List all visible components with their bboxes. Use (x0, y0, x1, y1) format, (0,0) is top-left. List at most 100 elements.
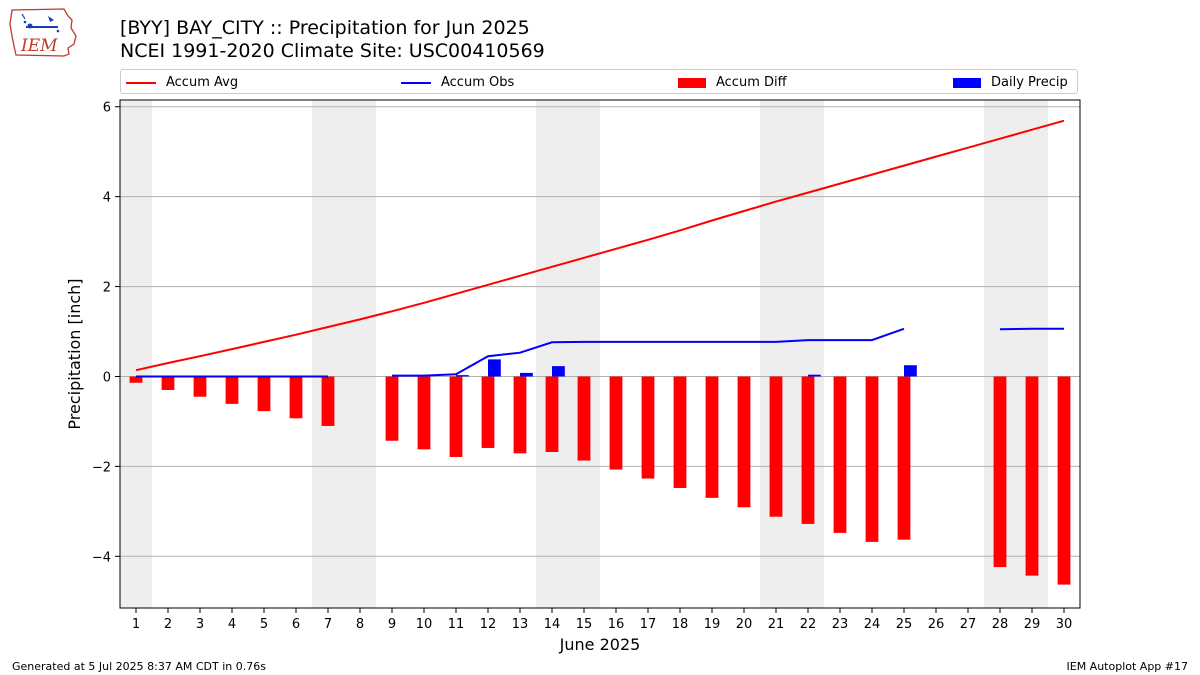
legend-label-daily-precip: Daily Precip (991, 75, 1068, 90)
accum-diff-bar-day-23 (833, 376, 847, 533)
iem-logo: IEM (9, 8, 77, 57)
y-tick-label--2: −2 (92, 460, 111, 475)
x-axis-ticks: 1 2 3 4 5 6 7 8 9 10 11 12 13 14 15 16 17 18 19 20 21 22 23 24 2… (132, 608, 1072, 632)
legend-item-accum-diff: Accum Diff (678, 70, 787, 95)
accum-diff-bar-day-15 (577, 376, 591, 461)
legend-box-daily-icon (953, 77, 981, 88)
accum-diff-bar-day-28 (993, 376, 1007, 568)
weekend-band-day-14 (536, 100, 568, 608)
accum-diff-bar-day-17 (641, 376, 655, 479)
x-tick-label-27: 27 (960, 617, 977, 632)
chart-title: [BYY] BAY_CITY :: Precipitation for Jun … (120, 17, 530, 39)
x-tick-label-2: 2 (164, 617, 172, 632)
x-tick-label-14: 14 (544, 617, 561, 632)
accum-diff-bar-day-25 (897, 376, 911, 540)
x-tick-label-12: 12 (480, 617, 497, 632)
accum-diff-bar-day-12 (481, 376, 495, 448)
accum-diff-bar-day-11 (449, 376, 463, 457)
legend-label-accum-avg: Accum Avg (166, 75, 239, 90)
accum-diff-bar-day-16 (609, 376, 623, 470)
x-tick-label-29: 29 (1024, 617, 1041, 632)
accum-obs-line-segment-3 (999, 327, 1064, 331)
legend-line-avg-icon (126, 81, 156, 84)
legend-item-daily-precip: Daily Precip (953, 70, 1068, 95)
x-tick-label-6: 6 (292, 617, 300, 632)
accum-diff-bar-day-9 (385, 376, 399, 441)
accum-obs-line-segment-2 (392, 327, 905, 377)
weekend-band-day-29 (1016, 100, 1048, 608)
accum-diff-bar-day-20 (737, 376, 751, 508)
y-tick-label-0: 0 (103, 370, 111, 385)
x-tick-label-4: 4 (228, 617, 236, 632)
y-axis-ticks: −4 −2 0 2 4 6 (92, 101, 120, 565)
accum-diff-bar-day-1 (129, 376, 143, 383)
accum-diff-bar-day-29 (1025, 376, 1039, 576)
legend-label-accum-diff: Accum Diff (716, 75, 787, 90)
daily-precip-bar-day-25 (904, 365, 917, 377)
y-tick-label-2: 2 (103, 281, 111, 296)
accum-diff-bar-day-18 (673, 376, 687, 488)
accum-diff-bar-day-2 (161, 376, 175, 390)
weekend-band-day-7 (312, 100, 344, 608)
accum-diff-bar-day-14 (545, 376, 559, 453)
accum-diff-bar-day-6 (289, 376, 303, 419)
y-tick-label-4: 4 (103, 191, 111, 206)
y-axis-label: Precipitation [inch] (65, 278, 84, 429)
daily-precip-bar-day-13 (520, 372, 533, 377)
weekend-band-day-28 (984, 100, 1016, 608)
weekend-band-day-21 (760, 100, 792, 608)
x-tick-label-10: 10 (416, 617, 433, 632)
chart-subtitle: NCEI 1991-2020 Climate Site: USC00410569 (120, 40, 545, 62)
daily-precip-bar-day-22 (808, 374, 821, 377)
legend-item-accum-obs: Accum Obs (401, 70, 514, 95)
x-tick-label-28: 28 (992, 617, 1009, 632)
x-tick-label-25: 25 (896, 617, 913, 632)
x-tick-label-5: 5 (260, 617, 268, 632)
x-tick-label-3: 3 (196, 617, 204, 632)
legend: Accum Avg Accum Obs Accum Diff Daily Pre… (120, 69, 1078, 94)
x-tick-label-20: 20 (736, 617, 753, 632)
x-tick-label-19: 19 (704, 617, 721, 632)
accum-diff-bar-day-19 (705, 376, 719, 498)
x-tick-label-30: 30 (1056, 617, 1073, 632)
accum-diff-bars (129, 376, 1071, 585)
weekend-band-day-1 (120, 100, 152, 608)
accum-diff-bar-day-5 (257, 376, 271, 412)
x-tick-label-21: 21 (768, 617, 785, 632)
accum-diff-bar-day-7 (321, 376, 335, 426)
daily-precip-bars (392, 359, 917, 377)
accum-diff-bar-day-22 (801, 376, 815, 524)
accum-diff-bar-day-24 (865, 376, 879, 542)
x-axis-label: June 2025 (559, 635, 641, 654)
accum-diff-bar-day-4 (225, 376, 239, 404)
generated-note: Generated at 5 Jul 2025 8:37 AM CDT in 0… (12, 660, 266, 673)
accum-diff-bar-day-21 (769, 376, 783, 517)
logo-text: IEM (20, 36, 58, 56)
y-tick-label--4: −4 (92, 550, 111, 565)
x-tick-label-16: 16 (608, 617, 625, 632)
weekend-band-day-8 (344, 100, 376, 608)
x-tick-label-24: 24 (864, 617, 881, 632)
x-tick-label-23: 23 (832, 617, 849, 632)
accum-avg-line-segment-1 (135, 119, 1065, 372)
grid-lines (120, 106, 1080, 557)
daily-precip-bar-day-11 (456, 375, 469, 377)
x-tick-label-13: 13 (512, 617, 529, 632)
x-tick-label-11: 11 (448, 617, 465, 632)
accum-diff-bar-day-30 (1057, 376, 1071, 585)
legend-item-accum-avg: Accum Avg (126, 70, 238, 95)
series-lines (135, 119, 1065, 378)
x-tick-label-9: 9 (388, 617, 396, 632)
daily-precip-bar-day-9 (392, 375, 405, 377)
app-note: IEM Autoplot App #17 (1066, 660, 1189, 673)
x-tick-label-18: 18 (672, 617, 689, 632)
x-tick-label-1: 1 (132, 617, 140, 632)
accum-diff-bar-day-10 (417, 376, 431, 450)
daily-precip-bar-day-14 (552, 366, 565, 377)
plot-frame (119, 99, 1081, 609)
y-tick-label-6: 6 (103, 101, 111, 116)
x-tick-label-15: 15 (576, 617, 593, 632)
accum-diff-bar-day-3 (193, 376, 207, 397)
legend-label-accum-obs: Accum Obs (441, 75, 515, 90)
